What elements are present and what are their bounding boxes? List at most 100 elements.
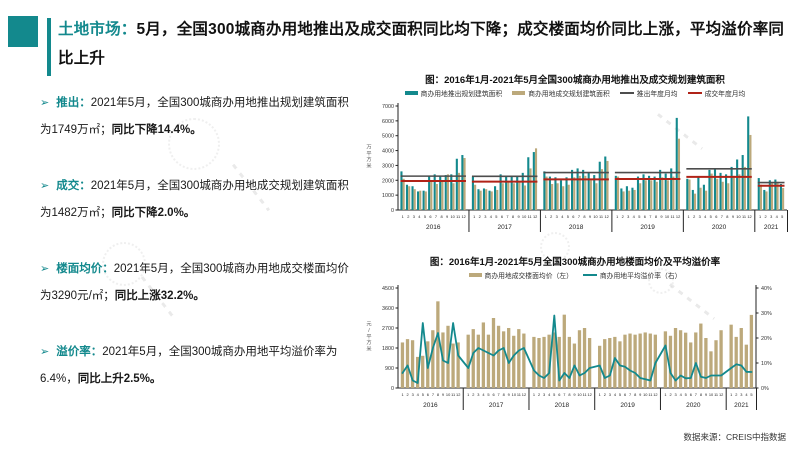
legend-item: 商办用地平均溢价率（右） bbox=[582, 270, 681, 280]
svg-text:5: 5 bbox=[781, 214, 783, 219]
svg-text:1: 1 bbox=[616, 214, 618, 219]
svg-text:3: 3 bbox=[412, 392, 414, 397]
svg-text:4: 4 bbox=[561, 214, 564, 219]
svg-text:2019: 2019 bbox=[620, 402, 635, 409]
svg-text:3: 3 bbox=[609, 392, 611, 397]
legend-label: 商办用地成交规划建筑面积 bbox=[528, 91, 610, 98]
watermark-circle bbox=[540, 232, 570, 262]
svg-text:8: 8 bbox=[726, 214, 728, 219]
svg-text:2017: 2017 bbox=[489, 402, 504, 409]
svg-text:7: 7 bbox=[578, 214, 580, 219]
svg-text:3: 3 bbox=[740, 392, 742, 397]
svg-text:9: 9 bbox=[442, 392, 444, 397]
bullet-item: ➢ 推出：2021年5月，全国300城商办用地推出规划建筑面积为1749万㎡；同比… bbox=[40, 90, 358, 144]
svg-text:2: 2 bbox=[735, 392, 737, 397]
svg-text:12: 12 bbox=[462, 214, 466, 219]
svg-text:8: 8 bbox=[634, 392, 636, 397]
bullet-item: ➢ 溢价率：2021年5月，全国300城商办用地平均溢价率为6.4%，同比上升2.… bbox=[40, 339, 358, 393]
svg-text:11: 11 bbox=[583, 392, 587, 397]
legend-item: 成交年度月均 bbox=[687, 88, 746, 98]
bullet-text: 2021年5月，全国300城商办用地推出规划建筑面积为1749万㎡； bbox=[40, 97, 349, 137]
svg-text:2018: 2018 bbox=[555, 402, 570, 409]
bar-series-launch bbox=[400, 116, 782, 210]
svg-text:万平方米: 万平方米 bbox=[366, 144, 372, 170]
svg-text:6: 6 bbox=[624, 392, 626, 397]
svg-text:2021: 2021 bbox=[764, 224, 779, 231]
svg-text:10: 10 bbox=[593, 214, 598, 219]
svg-text:7: 7 bbox=[563, 392, 565, 397]
svg-text:3000: 3000 bbox=[382, 163, 394, 169]
svg-text:8: 8 bbox=[437, 392, 439, 397]
svg-text:2: 2 bbox=[538, 392, 540, 397]
svg-text:11: 11 bbox=[528, 214, 532, 219]
legend-item: 商办用地推出规划建筑面积 bbox=[404, 88, 502, 98]
svg-text:12: 12 bbox=[456, 392, 460, 397]
svg-text:1: 1 bbox=[402, 214, 404, 219]
svg-text:5: 5 bbox=[710, 214, 712, 219]
svg-text:2: 2 bbox=[407, 214, 409, 219]
data-source: 数据来源：CREIS中指数据 bbox=[683, 432, 786, 442]
svg-text:11: 11 bbox=[671, 214, 675, 219]
svg-text:4: 4 bbox=[745, 392, 748, 397]
chart2-plot: 0 900 1800 2700 3600 4500 0% 10% 20% 30% 40% 元/平方米 1… bbox=[366, 285, 772, 410]
svg-text:1: 1 bbox=[533, 392, 535, 397]
svg-text:1: 1 bbox=[599, 392, 601, 397]
svg-text:12: 12 bbox=[588, 392, 592, 397]
page-title: 土地市场：5月，全国300城商办用地推出及成交面积同比均下降；成交楼面均价同比上… bbox=[58, 16, 788, 73]
premium-rate-line bbox=[401, 314, 753, 384]
bar-swatch-icon bbox=[404, 91, 418, 95]
year-average-line bbox=[400, 168, 785, 184]
svg-text:8: 8 bbox=[568, 392, 570, 397]
svg-text:12: 12 bbox=[719, 392, 723, 397]
line-swatch-icon bbox=[619, 92, 634, 94]
svg-text:6: 6 bbox=[644, 214, 646, 219]
svg-text:8: 8 bbox=[440, 214, 442, 219]
svg-text:10: 10 bbox=[577, 392, 582, 397]
bullet-text: 2021年5月，全国300城商办用地平均溢价率为6.4%， bbox=[40, 346, 338, 386]
svg-text:6: 6 bbox=[427, 392, 429, 397]
svg-text:9: 9 bbox=[446, 214, 448, 219]
legend-label: 成交年度月均 bbox=[704, 91, 746, 98]
svg-text:2: 2 bbox=[479, 214, 481, 219]
legend-item: 商办用地成交楼面均价（左） bbox=[468, 270, 573, 280]
svg-text:1: 1 bbox=[730, 392, 732, 397]
bullet-text: 2021年5月，全国300城商办用地成交规划建筑面积为1482万㎡； bbox=[40, 180, 349, 220]
svg-text:1000: 1000 bbox=[382, 193, 394, 199]
svg-text:3: 3 bbox=[477, 392, 479, 397]
svg-text:8: 8 bbox=[655, 214, 657, 219]
svg-text:4: 4 bbox=[633, 214, 636, 219]
svg-text:7: 7 bbox=[432, 392, 434, 397]
svg-text:2019: 2019 bbox=[640, 224, 655, 231]
svg-text:7: 7 bbox=[695, 392, 697, 397]
svg-text:11: 11 bbox=[648, 392, 652, 397]
svg-text:12: 12 bbox=[604, 214, 608, 219]
svg-text:10: 10 bbox=[446, 392, 451, 397]
svg-text:2021: 2021 bbox=[734, 402, 749, 409]
svg-text:1: 1 bbox=[473, 214, 475, 219]
svg-text:1800: 1800 bbox=[382, 346, 394, 352]
svg-text:7: 7 bbox=[629, 392, 631, 397]
svg-text:2: 2 bbox=[622, 214, 624, 219]
chart1-title: 图：2016年1月-2021年5月全国300城商办用地推出及成交规划建筑面积 bbox=[425, 75, 725, 86]
accent-bar bbox=[47, 18, 51, 76]
svg-text:9: 9 bbox=[705, 392, 707, 397]
svg-text:8: 8 bbox=[700, 392, 702, 397]
svg-text:1: 1 bbox=[545, 214, 547, 219]
svg-text:7: 7 bbox=[498, 392, 500, 397]
svg-text:4: 4 bbox=[482, 392, 485, 397]
svg-text:5: 5 bbox=[638, 214, 640, 219]
watermark-circle bbox=[648, 268, 674, 294]
svg-text:3: 3 bbox=[675, 392, 677, 397]
watermark-circle bbox=[102, 242, 146, 286]
bullet-item: ➢ 楼面均价：2021年5月，全国300城商办用地成交楼面均价为3290元/㎡；同… bbox=[40, 256, 358, 310]
bullet-label: 成交： bbox=[56, 180, 91, 193]
svg-text:11: 11 bbox=[599, 214, 603, 219]
svg-text:2: 2 bbox=[472, 392, 474, 397]
svg-text:1: 1 bbox=[401, 392, 403, 397]
legend-label: 推出年度月均 bbox=[636, 91, 678, 98]
svg-text:7: 7 bbox=[506, 214, 508, 219]
svg-text:4: 4 bbox=[417, 392, 420, 397]
svg-text:6000: 6000 bbox=[382, 119, 394, 125]
